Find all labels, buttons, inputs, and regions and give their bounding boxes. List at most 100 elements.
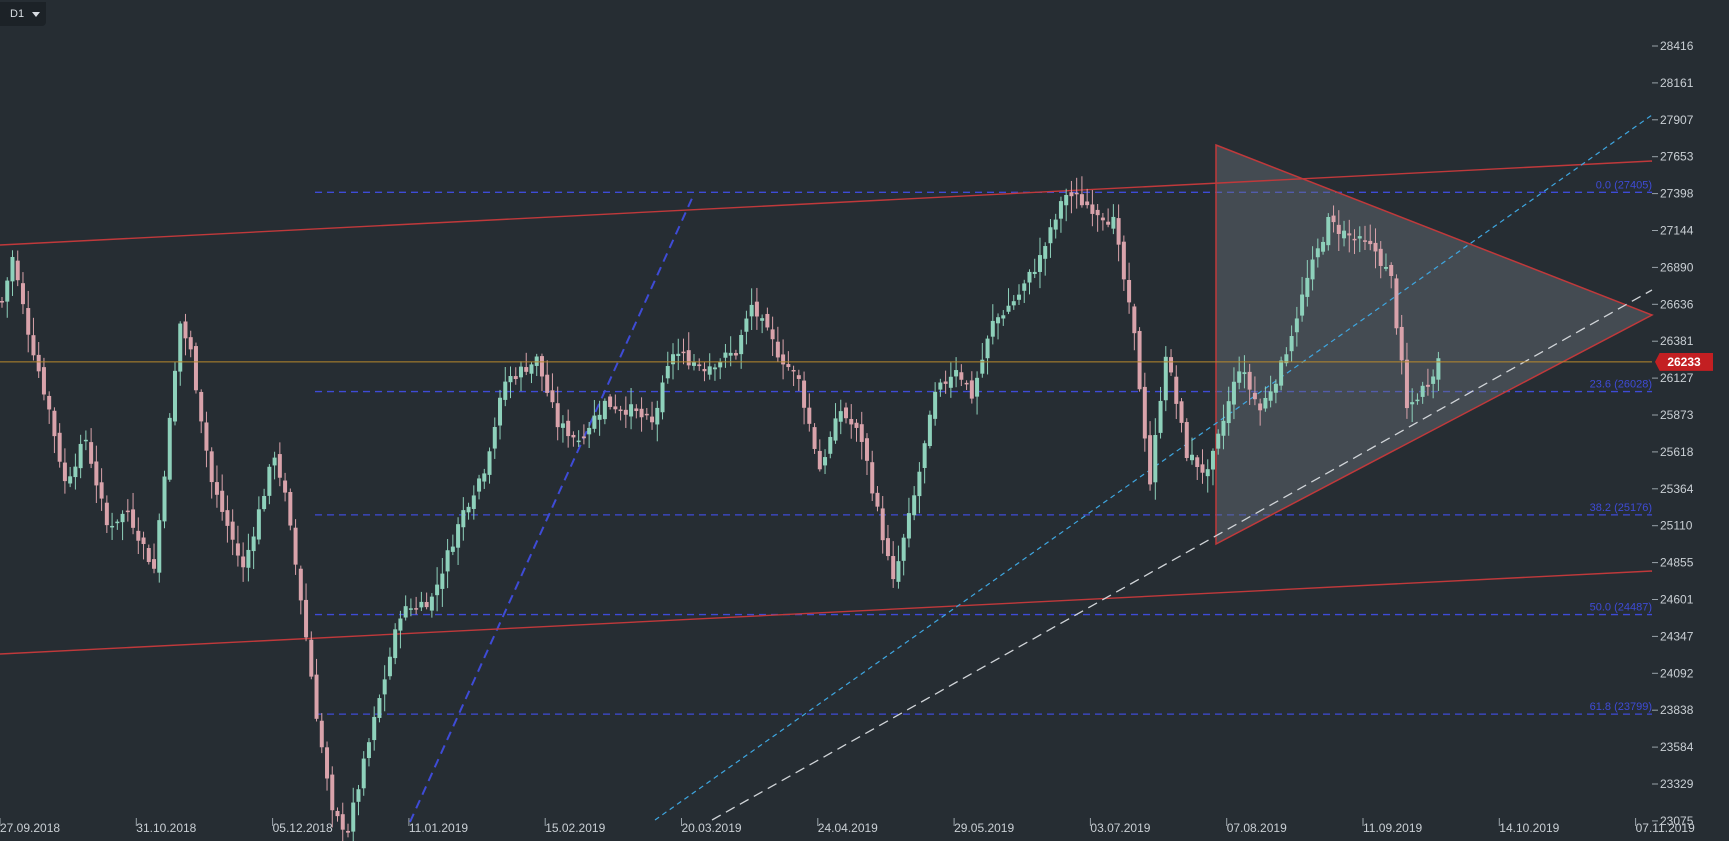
- candle-body: [754, 301, 759, 317]
- chevron-down-icon: [32, 11, 41, 17]
- candle-body: [728, 352, 733, 356]
- candle-body: [235, 543, 240, 556]
- candle-body: [618, 409, 623, 412]
- candle-body: [304, 599, 309, 638]
- candle-body: [954, 370, 959, 377]
- candle-body: [1221, 420, 1226, 436]
- candle-body: [492, 426, 497, 449]
- candle-body: [1399, 326, 1404, 361]
- candle-body: [1022, 283, 1027, 291]
- candle-body: [319, 720, 324, 748]
- candle-body: [498, 397, 503, 426]
- channel-lower-line: [0, 570, 1653, 655]
- fib-label: 38.2 (25176): [1590, 502, 1652, 514]
- candle-body: [131, 509, 136, 528]
- candle-body: [1284, 354, 1289, 364]
- candle-body: [1352, 238, 1357, 241]
- candle-body: [141, 537, 146, 545]
- candle-body: [325, 747, 330, 779]
- candle-body: [1378, 248, 1383, 266]
- x-tick-label: 11.01.2019: [409, 821, 468, 835]
- candle-body: [964, 382, 969, 385]
- candle-body: [550, 390, 555, 403]
- fib-anchor-line: [409, 193, 695, 823]
- candle-body: [1247, 371, 1252, 390]
- candles: [0, 176, 1441, 841]
- y-tick-label: 24601: [1660, 593, 1694, 607]
- candle-body: [10, 256, 15, 282]
- candle-body: [456, 524, 461, 548]
- candle-body: [193, 346, 198, 391]
- timeframe-selector[interactable]: D1: [0, 2, 46, 26]
- y-tick-label: 25110: [1660, 519, 1693, 533]
- candle-body: [209, 451, 214, 483]
- candle-body: [733, 353, 738, 356]
- candle-body: [1011, 301, 1016, 306]
- candle-body: [1205, 469, 1210, 477]
- candle-body: [1231, 381, 1236, 405]
- candle-body: [424, 602, 429, 608]
- y-tick-label: 27398: [1660, 187, 1694, 201]
- candle-body: [1184, 422, 1189, 458]
- y-tick-label: 23838: [1660, 703, 1694, 717]
- candle-body: [513, 376, 518, 380]
- candle-body: [791, 369, 796, 372]
- candle-body: [576, 440, 581, 443]
- candle-body: [1336, 224, 1341, 234]
- candle-body: [0, 301, 4, 303]
- candle-body: [712, 367, 717, 370]
- candle-body: [120, 513, 125, 523]
- candle-body: [83, 439, 88, 442]
- x-tick-label: 11.09.2019: [1363, 821, 1422, 835]
- candle-body: [1195, 457, 1200, 468]
- candle-body: [366, 742, 371, 759]
- x-tick-label: 03.07.2019: [1090, 821, 1150, 835]
- candle-body: [1252, 392, 1257, 400]
- candle-body: [844, 407, 849, 419]
- fib-label: 50.0 (24487): [1590, 602, 1652, 614]
- candle-body: [419, 601, 424, 608]
- candle-body: [298, 568, 303, 601]
- candle-body: [440, 573, 445, 589]
- candle-body: [608, 396, 613, 407]
- candle-body: [309, 639, 314, 677]
- candle-body: [167, 417, 172, 480]
- candle-body: [1342, 230, 1347, 239]
- candle-body: [482, 473, 487, 482]
- x-tick-label: 20.03.2019: [682, 821, 742, 835]
- fibonacci-retracement: 0.0 (27405) 23.6 (26028) 38.2 (25176) 50.0 …: [315, 179, 1652, 823]
- candle-body: [901, 537, 906, 561]
- channel-upper-line: [0, 160, 1653, 246]
- candle-body: [110, 525, 115, 528]
- candle-body: [1268, 391, 1273, 401]
- candle-body: [985, 338, 990, 359]
- candle-body: [1237, 371, 1242, 383]
- x-tick-label: 31.10.2018: [136, 821, 196, 835]
- candle-body: [1210, 450, 1215, 470]
- candle-body: [503, 381, 508, 400]
- y-tick-label: 26127: [1660, 371, 1694, 385]
- candle-body: [534, 356, 539, 366]
- candle-body: [356, 789, 361, 802]
- candle-body: [393, 629, 398, 659]
- candle-body: [545, 374, 550, 393]
- candle-body: [529, 364, 534, 374]
- support-line: [711, 289, 1653, 821]
- y-tick-label: 27907: [1660, 113, 1694, 127]
- candle-body: [770, 329, 775, 340]
- trend-lines: [0, 114, 1653, 821]
- candle-body: [1363, 240, 1367, 242]
- candle-body: [1048, 227, 1053, 244]
- x-tick-label: 14.10.2019: [1499, 821, 1559, 835]
- candle-body: [204, 422, 209, 451]
- y-tick-label: 28416: [1660, 39, 1694, 53]
- candle-body: [859, 424, 864, 442]
- candle-body: [691, 362, 696, 366]
- candle-body: [172, 370, 177, 422]
- candle-body: [89, 442, 94, 464]
- candle-body: [697, 364, 702, 367]
- candle-body: [251, 536, 256, 552]
- candle-body: [20, 283, 25, 305]
- candle-body: [382, 679, 387, 695]
